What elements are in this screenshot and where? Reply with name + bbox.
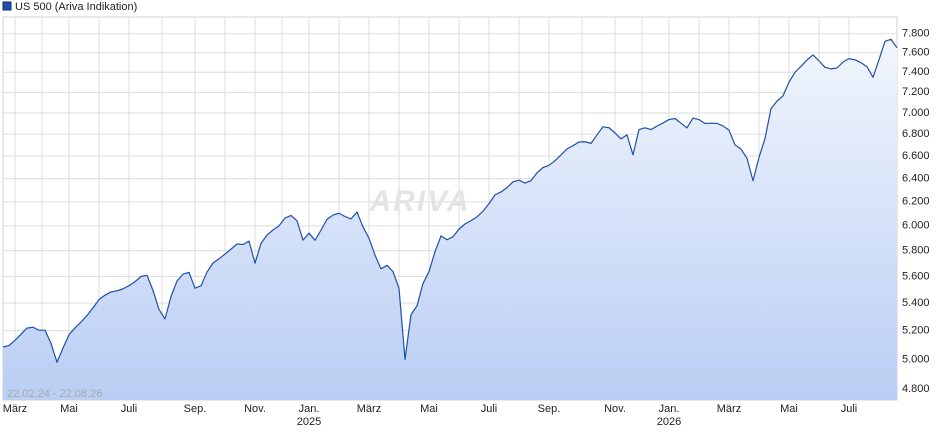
y-tick-label: 6.000 bbox=[902, 220, 930, 232]
line bbox=[2, 38, 898, 363]
x-tick-label: Juli bbox=[841, 403, 858, 415]
legend-swatch bbox=[2, 1, 12, 11]
x-tick-label: Nov. bbox=[244, 403, 266, 415]
x-tick-label: Mai bbox=[420, 403, 438, 415]
x-tick-label: Jan. 2026 bbox=[657, 403, 681, 428]
y-tick-label: 5.800 bbox=[902, 245, 930, 257]
x-tick-label: März bbox=[3, 403, 27, 415]
y-tick-label: 7.200 bbox=[902, 86, 930, 98]
legend-label: US 500 (Ariva Indikation) bbox=[15, 1, 137, 13]
date-range: 22.02.24 - 22.08.26 bbox=[7, 388, 102, 400]
y-tick-label: 5.600 bbox=[902, 270, 930, 282]
area bbox=[3, 39, 897, 401]
y-tick-label: 7.800 bbox=[902, 28, 930, 40]
x-tick-label: Jan. 2025 bbox=[297, 403, 321, 428]
y-tick-label: 6.800 bbox=[902, 128, 930, 140]
x-tick-label: Nov. bbox=[604, 403, 626, 415]
x-tick-label: Sep. bbox=[538, 403, 561, 415]
y-tick-label: 5.400 bbox=[902, 297, 930, 309]
y-tick-label: 6.600 bbox=[902, 150, 930, 162]
y-tick-label: 5.000 bbox=[902, 353, 930, 365]
y-tick-label: 6.400 bbox=[902, 172, 930, 184]
x-tick-label: März bbox=[717, 403, 741, 415]
x-tick-label: Mai bbox=[60, 403, 78, 415]
x-tick-label: Sep. bbox=[184, 403, 207, 415]
x-tick-label: Juli bbox=[481, 403, 498, 415]
y-tick-label: 7.000 bbox=[902, 107, 930, 119]
x-tick-label: Mai bbox=[780, 403, 798, 415]
watermark: ARIVA bbox=[368, 185, 470, 218]
y-tick-label: 4.800 bbox=[902, 383, 930, 395]
y-tick-label: 7.400 bbox=[902, 66, 930, 78]
y-tick-label: 6.200 bbox=[902, 196, 930, 208]
x-tick-label: Juli bbox=[121, 403, 138, 415]
y-tick-label: 7.600 bbox=[902, 47, 930, 59]
y-tick-label: 5.200 bbox=[902, 325, 930, 337]
x-tick-label: März bbox=[357, 403, 381, 415]
